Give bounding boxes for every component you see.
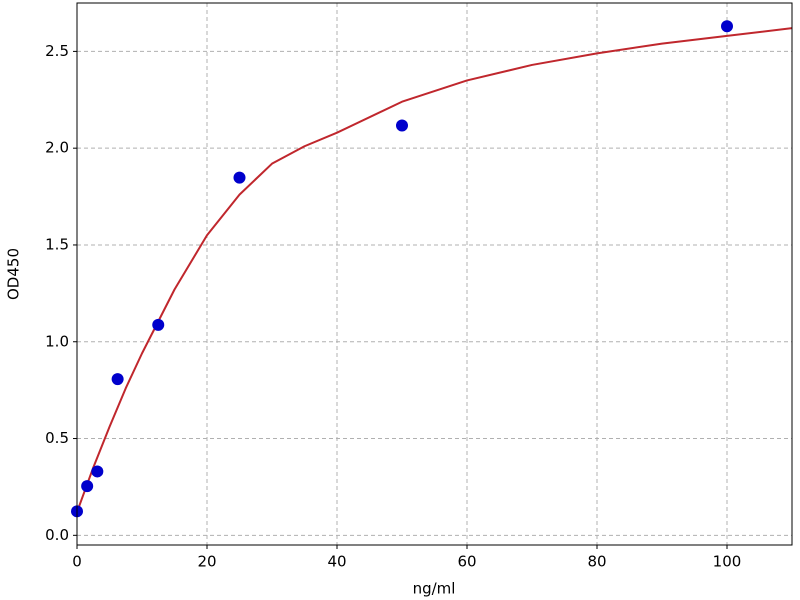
x-tick-label: 80 [587,553,606,571]
data-point [152,318,165,331]
x-tick-label: 20 [197,553,216,571]
y-tick-label: 1.5 [45,235,69,253]
data-point [721,20,733,33]
x-tick-label: 40 [327,553,346,571]
y-tick-label: 2.5 [45,42,69,60]
data-point [111,373,124,386]
x-tick-label: 60 [457,553,476,571]
x-tick-label: 0 [72,553,82,571]
data-point [81,480,94,493]
y-tick-label: 1.0 [45,332,69,350]
fit-curve [76,27,793,513]
data-point [396,119,408,132]
x-axis-label: ng/ml [413,580,456,598]
y-tick-label: 0.5 [45,429,69,447]
y-tick-label: 0.0 [45,526,69,544]
y-tick-label: 2.0 [45,139,69,157]
plot-frame [76,2,793,546]
data-point [233,171,246,184]
data-point [91,465,104,478]
y-axis-label: OD450 [5,248,23,300]
x-tick-label: 100 [713,553,742,571]
